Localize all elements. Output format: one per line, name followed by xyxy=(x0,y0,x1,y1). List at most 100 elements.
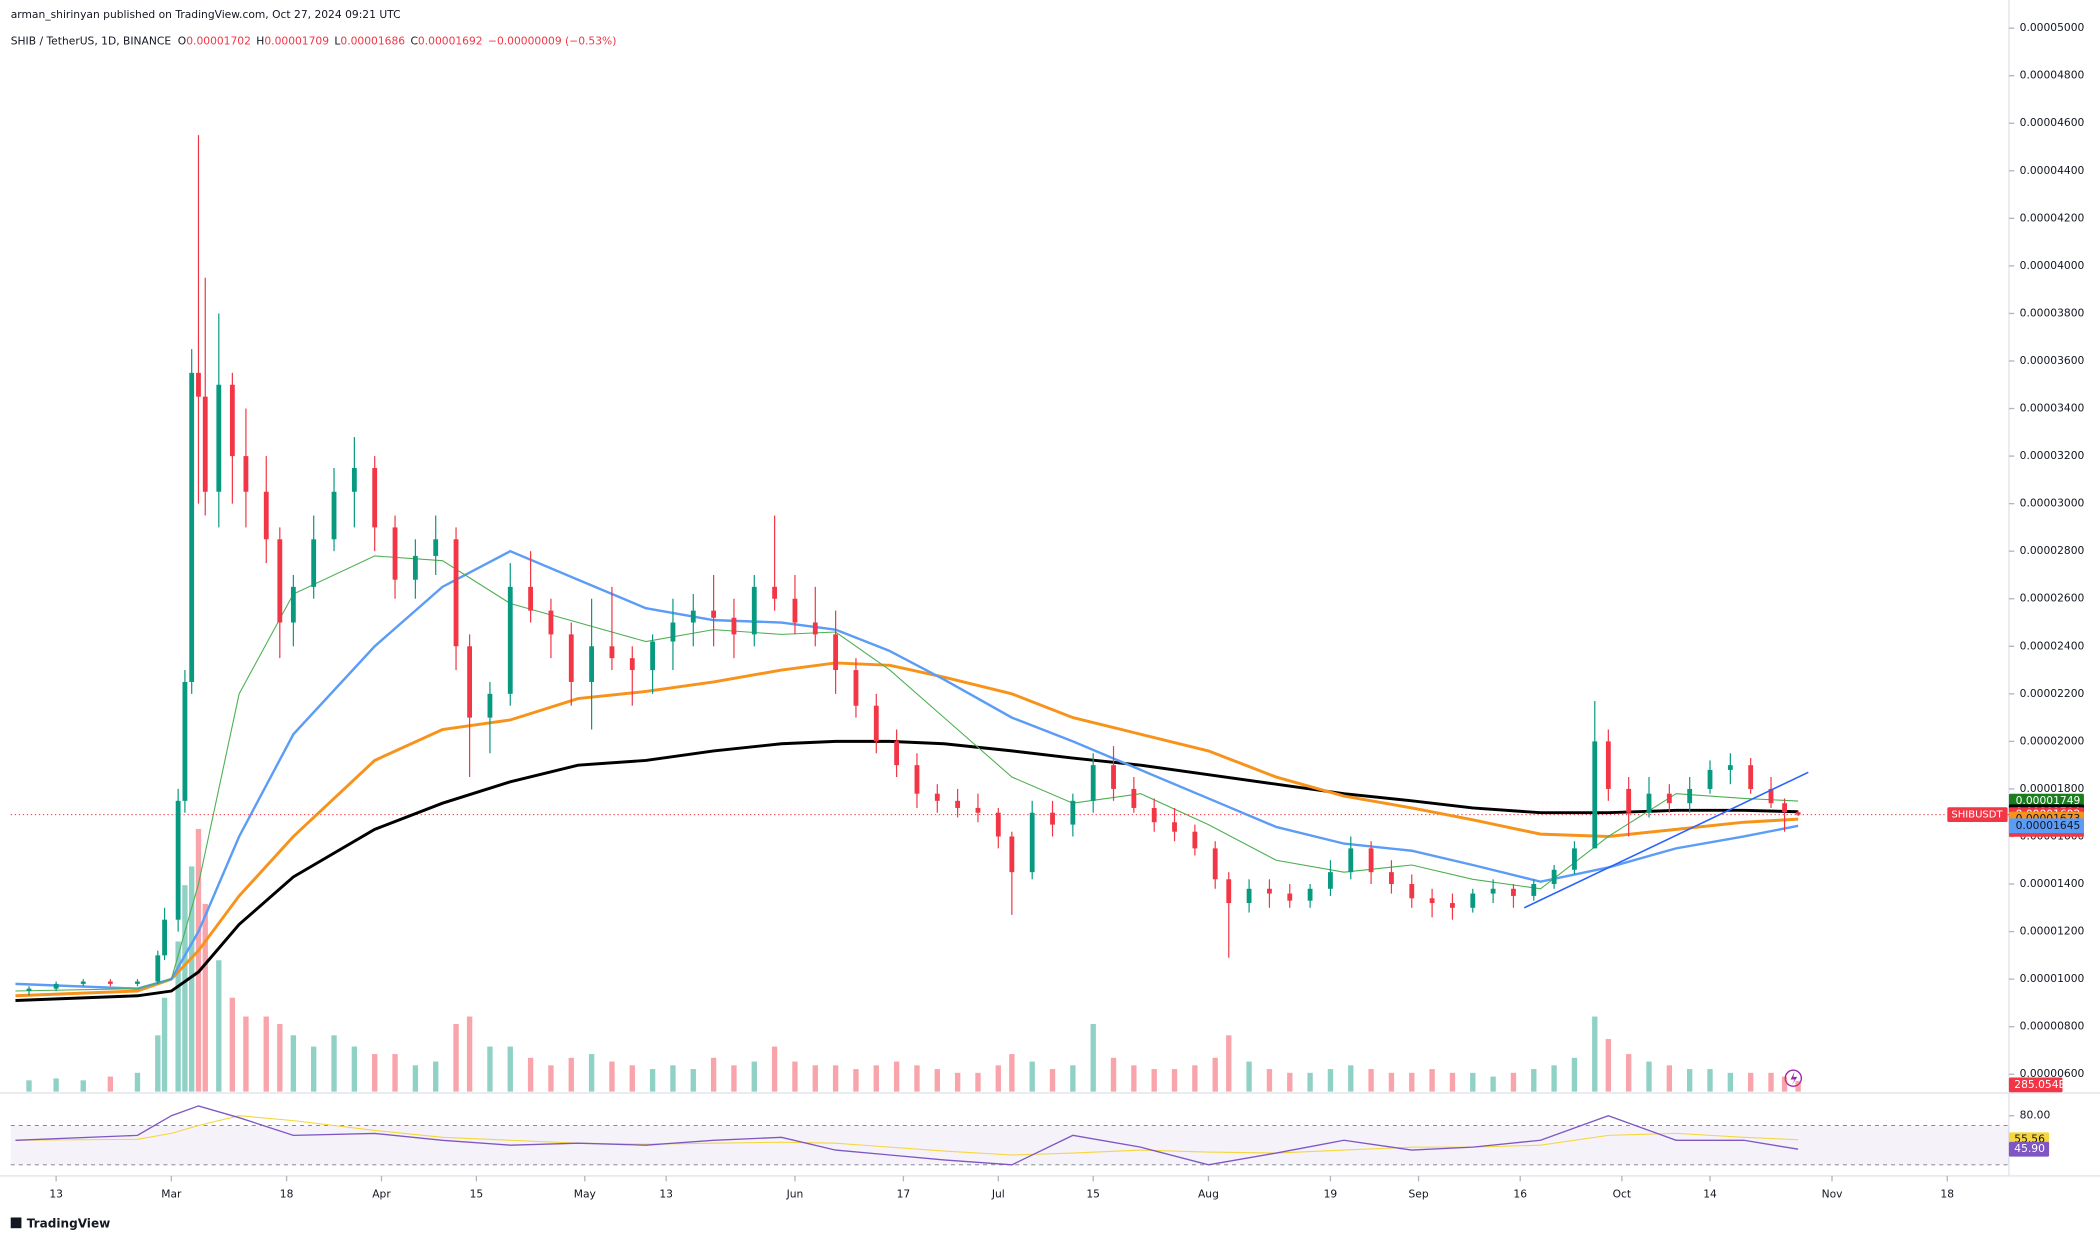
volume-bar xyxy=(954,1072,961,1092)
ohlc-key: L xyxy=(334,35,340,48)
volume-bar xyxy=(1246,1061,1252,1092)
volume-bar xyxy=(1531,1069,1537,1092)
volume-bar xyxy=(771,1046,778,1092)
volume-bar xyxy=(1727,1072,1734,1092)
volume-bar xyxy=(216,960,222,1092)
candle-body xyxy=(182,681,188,801)
volume-bar xyxy=(453,1024,459,1092)
candle-body xyxy=(650,641,656,671)
candle-body xyxy=(412,555,418,580)
volume-bar xyxy=(1605,1039,1612,1092)
volume-bar xyxy=(1449,1072,1456,1092)
volume-bar xyxy=(832,1065,839,1092)
candle-body xyxy=(1409,884,1415,899)
candle-body xyxy=(1748,765,1754,789)
moving-average xyxy=(15,739,1799,1003)
candle-body xyxy=(196,372,201,397)
candle-body xyxy=(1029,812,1035,873)
candle-body xyxy=(487,693,493,718)
candle-body xyxy=(155,955,161,982)
symbol-legend: SHIB / TetherUS, 1D, BINANCE O0.00001702 H… xyxy=(11,35,617,48)
volume-bar xyxy=(311,1046,317,1092)
y-tick-label: 0.00003400 xyxy=(2020,402,2085,415)
volume-bar xyxy=(710,1057,717,1092)
volume-bar xyxy=(751,1061,757,1092)
x-tick-label: 17 xyxy=(897,1188,911,1201)
candle-body xyxy=(331,491,337,540)
candle-body xyxy=(731,617,737,635)
x-tick-label: 16 xyxy=(1513,1188,1527,1201)
volume-bar xyxy=(466,1016,473,1092)
x-tick-label: 13 xyxy=(49,1188,63,1201)
candle-body xyxy=(690,610,696,623)
volume-bar xyxy=(649,1069,656,1092)
y-tick-label: 0.00001400 xyxy=(2020,877,2085,890)
symbol: SHIB / TetherUS, 1D, BINANCE xyxy=(11,35,172,48)
volume-bar xyxy=(1707,1069,1713,1092)
candle-body xyxy=(589,646,595,682)
candle-body xyxy=(833,634,839,671)
candle-body xyxy=(873,705,879,742)
x-tick-label: 15 xyxy=(1086,1188,1100,1201)
candle-body xyxy=(53,983,59,989)
candle-body xyxy=(1172,822,1177,832)
candle-body xyxy=(1605,741,1611,789)
rsi-tag xyxy=(2008,1141,2050,1157)
y-tick-label: 0.00001000 xyxy=(2020,972,2085,985)
candle-body xyxy=(467,646,473,718)
y-tick-label: 0.00001800 xyxy=(2020,782,2085,795)
candle-body xyxy=(568,634,574,682)
x-tick-label: Oct xyxy=(1613,1188,1632,1201)
ohlc-key: O xyxy=(178,35,186,48)
lightning-icon[interactable] xyxy=(1784,1069,1803,1087)
candle-body xyxy=(1389,872,1394,885)
volume-bar xyxy=(975,1072,981,1092)
volume-bar xyxy=(1327,1069,1334,1092)
candle-body xyxy=(609,646,615,659)
volume-bar xyxy=(1646,1061,1652,1092)
rsi-ma xyxy=(15,1115,1799,1156)
candle-body xyxy=(135,981,140,984)
volume-bar xyxy=(527,1057,534,1092)
volume-bar xyxy=(609,1061,615,1092)
candle-body xyxy=(934,793,940,801)
y-tick-label: 0.00003200 xyxy=(2020,449,2085,462)
x-tick-label: Mar xyxy=(161,1188,182,1201)
volume-bar xyxy=(372,1054,378,1092)
candle-body xyxy=(1212,848,1218,880)
candle-body xyxy=(1511,888,1516,896)
volume-bar xyxy=(1748,1072,1754,1092)
candle-body xyxy=(80,981,86,984)
y-tick-label: 0.00005000 xyxy=(2020,21,2085,34)
candle-body xyxy=(711,610,717,618)
candle-body xyxy=(1490,888,1496,894)
candle-body xyxy=(1192,831,1198,849)
candle-body xyxy=(1626,788,1632,813)
volume-bar xyxy=(914,1065,920,1092)
volume-bar xyxy=(487,1046,493,1092)
volume-bar xyxy=(331,1035,337,1092)
brand: TradingView xyxy=(27,1217,110,1231)
volume-bar xyxy=(690,1069,696,1092)
volume-bar xyxy=(1686,1069,1693,1092)
publisher: arman_shirinyan published on TradingView… xyxy=(11,8,401,21)
candle-body xyxy=(1768,788,1774,804)
x-tick-label: Apr xyxy=(372,1188,391,1201)
candle-body xyxy=(894,741,900,766)
volume-bar xyxy=(392,1054,398,1092)
candle-body xyxy=(392,527,398,580)
candle-body xyxy=(995,812,1001,837)
x-tick-label: 15 xyxy=(470,1188,484,1201)
volume-bar xyxy=(263,1016,269,1092)
rsi-band xyxy=(10,1125,2009,1165)
candle-body xyxy=(1368,848,1374,873)
volume-bar xyxy=(1110,1057,1117,1092)
x-tick-label: 14 xyxy=(1703,1188,1717,1201)
volume-bar xyxy=(1029,1061,1035,1092)
symbol-tag-label: SHIBUSDT xyxy=(1951,810,2003,821)
candle-body xyxy=(26,988,32,992)
volume-bar xyxy=(731,1065,737,1092)
volume-bar xyxy=(873,1065,879,1092)
volume-bar xyxy=(1192,1065,1198,1092)
